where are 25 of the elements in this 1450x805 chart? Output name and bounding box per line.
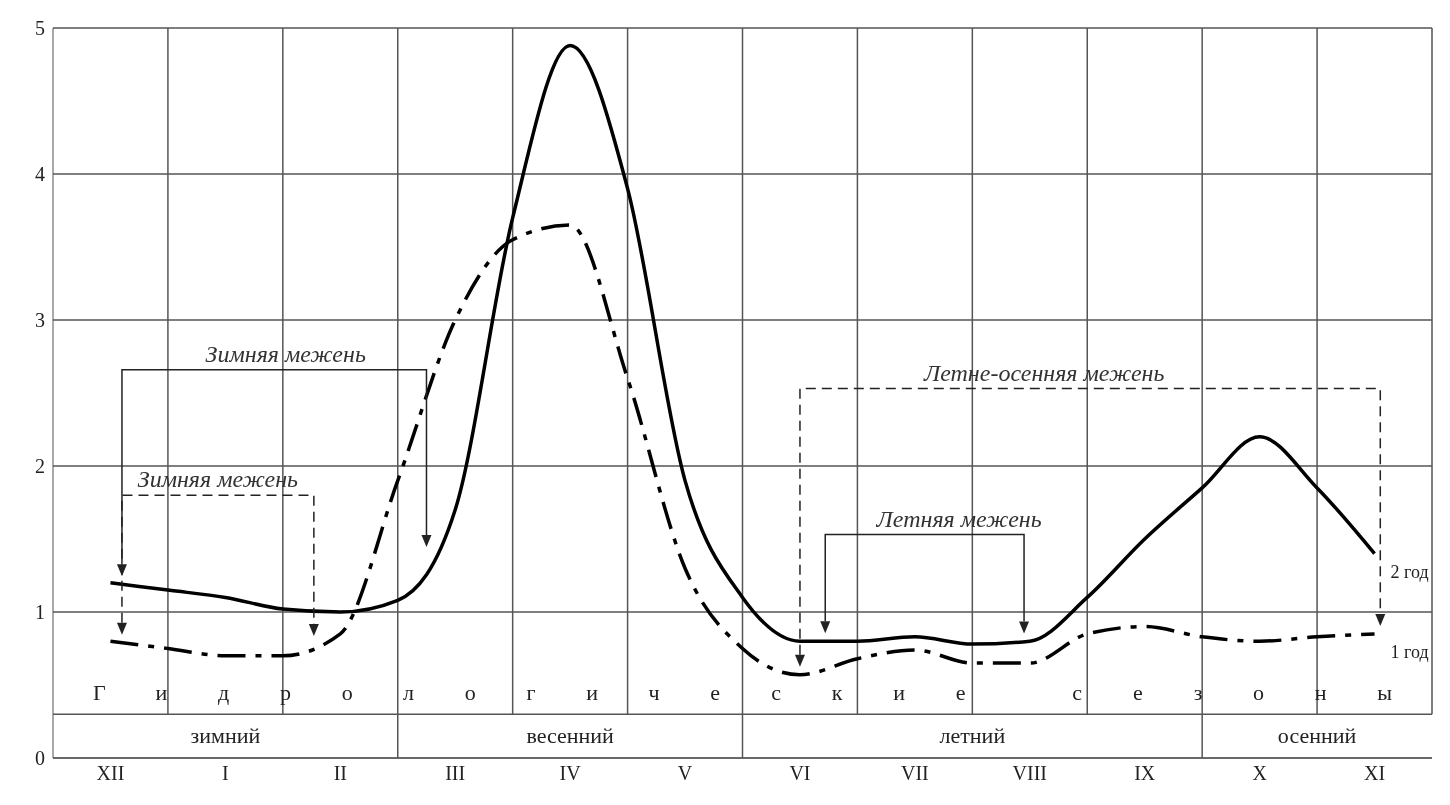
x-tick-label: V [677, 762, 693, 785]
x-tick-label: VI [789, 762, 811, 785]
y-tick-label: 2 [35, 455, 45, 478]
x-tick-label: XI [1363, 762, 1386, 785]
x-tick-label: XII [96, 762, 125, 785]
series-label: 1 год [1390, 641, 1429, 662]
y-tick-label: 5 [35, 17, 45, 40]
x-tick-label: VII [900, 762, 929, 785]
y-tick-label: 3 [35, 309, 45, 332]
annotation: Зимняя межень [205, 340, 366, 367]
x-tick-label: III [445, 762, 466, 785]
annotation: осенний [1277, 723, 1357, 749]
annotation: весенний [526, 723, 615, 749]
x-tick-label: IX [1134, 762, 1156, 785]
x-tick-label: IV [559, 762, 582, 785]
annotation: зимний [190, 723, 261, 749]
series-label: 2 год [1390, 561, 1429, 582]
y-tick-label: 0 [35, 747, 45, 770]
y-tick-label: 4 [35, 163, 45, 186]
annotation: летний [939, 723, 1006, 749]
x-tick-label: X [1252, 762, 1268, 785]
x-tick-label: I [222, 762, 229, 785]
x-tick-label: VIII [1012, 762, 1048, 785]
y-tick-label: 1 [35, 601, 45, 624]
x-tick-label: II [333, 762, 347, 785]
